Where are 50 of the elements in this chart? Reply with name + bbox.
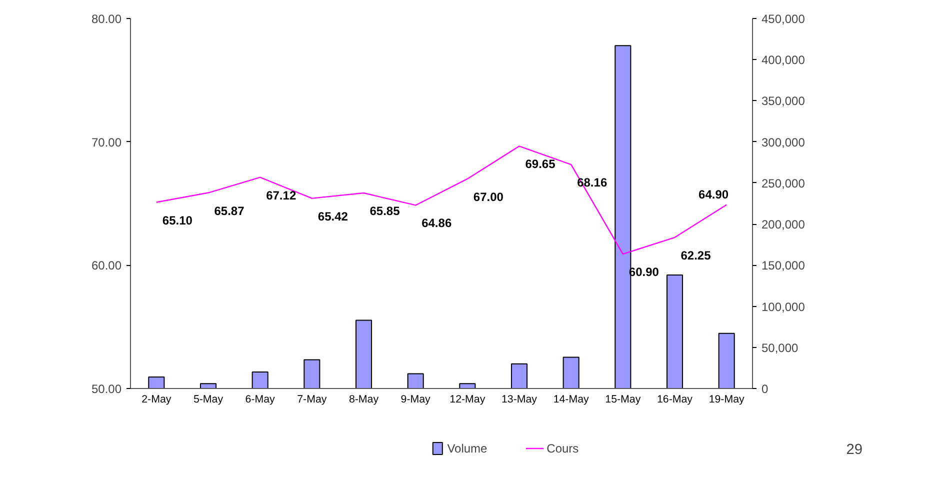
data-label: 65.42 bbox=[318, 209, 348, 224]
data-label: 65.10 bbox=[162, 213, 193, 228]
text: 29 bbox=[846, 442, 863, 458]
x-tick-label: 7-May bbox=[297, 394, 328, 406]
x-tick-label: 15-May bbox=[605, 394, 642, 406]
bar bbox=[252, 372, 268, 388]
bar bbox=[510, 363, 528, 388]
bar bbox=[718, 332, 735, 388]
x-tick-label: 9-May bbox=[400, 394, 432, 406]
y2-tick-label: 0 bbox=[762, 382, 768, 396]
y-tick-label: 60.00 bbox=[91, 258, 122, 273]
y-tick-label: 80.00 bbox=[91, 12, 122, 26]
x-tick-label: 13-May bbox=[501, 394, 538, 406]
legend-label: Cours bbox=[546, 442, 579, 456]
y2-tick-label: 50,000 bbox=[762, 340, 799, 355]
bar bbox=[666, 274, 684, 388]
x-tick-label: 16-May bbox=[656, 394, 694, 406]
data-label: 67.12 bbox=[266, 188, 296, 202]
x-tick-label: 2-May bbox=[142, 394, 172, 406]
bar bbox=[355, 320, 372, 388]
y2-tick-label: 200,000 bbox=[762, 218, 806, 232]
y2-tick-label: 450,000 bbox=[762, 12, 806, 26]
data-label: 64.90 bbox=[698, 188, 729, 202]
bar bbox=[459, 383, 476, 388]
y-tick-label: 50.00 bbox=[91, 382, 122, 396]
data-label: 62.25 bbox=[680, 248, 712, 262]
bar bbox=[407, 373, 424, 388]
y2-tick-label: 100,000 bbox=[762, 300, 806, 314]
y2-tick-label: 300,000 bbox=[762, 135, 806, 150]
bar bbox=[304, 359, 320, 388]
y2-tick-label: 350,000 bbox=[762, 94, 806, 108]
x-tick-label: 12-May bbox=[450, 394, 486, 406]
data-label: 65.85 bbox=[370, 204, 400, 218]
bar bbox=[148, 376, 165, 388]
legend-label: Volume bbox=[447, 442, 488, 456]
x-tick-label: 19-May bbox=[708, 394, 746, 406]
y2-tick-label: 150,000 bbox=[762, 258, 806, 273]
data-label: 69.65 bbox=[525, 157, 556, 172]
data-label: 65.87 bbox=[214, 204, 245, 218]
x-tick-label: 5-May bbox=[193, 394, 224, 406]
data-label: 67.00 bbox=[473, 190, 504, 204]
x-tick-label: 8-May bbox=[348, 394, 380, 406]
x-tick-label: 14-May bbox=[553, 394, 590, 406]
x-tick-label: 6-May bbox=[245, 394, 276, 406]
y2-tick-label: 250,000 bbox=[762, 176, 806, 190]
bar bbox=[200, 383, 217, 388]
bar bbox=[562, 356, 580, 388]
y-tick-label: 70.00 bbox=[91, 135, 122, 150]
data-label: 64.86 bbox=[422, 216, 452, 230]
y2-tick-label: 400,000 bbox=[762, 53, 806, 68]
